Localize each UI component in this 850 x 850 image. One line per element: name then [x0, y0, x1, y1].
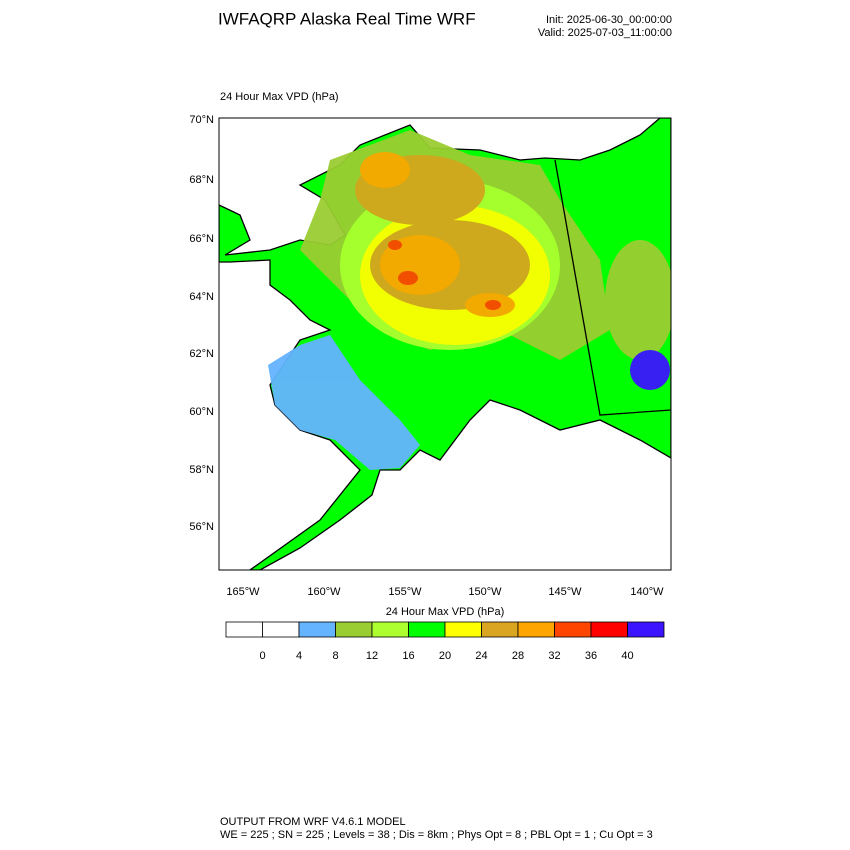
vpd-32-area	[360, 152, 410, 188]
colorbar-box	[408, 621, 446, 638]
lon-label: 165°W	[226, 586, 260, 598]
colorbar-label: 4	[296, 650, 302, 662]
lon-label: 155°W	[388, 586, 422, 598]
lat-label: 64°N	[189, 291, 214, 303]
lat-label: 62°N	[189, 348, 214, 360]
lon-label: 160°W	[307, 586, 341, 598]
map-field	[219, 118, 671, 570]
border	[554, 159, 671, 416]
footer-line: WE = 225 ; SN = 225 ; Levels = 38 ; Dis …	[220, 829, 653, 841]
lat-label: 70°N	[189, 114, 214, 126]
lon-label: 150°W	[468, 586, 502, 598]
colorbar-label: 12	[366, 650, 378, 662]
colorbar-box	[481, 621, 519, 638]
colorbar-label: 32	[548, 650, 560, 662]
colorbar-label: 8	[332, 650, 338, 662]
colorbar-box	[627, 621, 665, 638]
lat-label: 58°N	[189, 464, 214, 476]
colorbar-title: 24 Hour Max VPD (hPa)	[386, 606, 505, 618]
vpd-12-area	[605, 240, 671, 360]
lon-label: 145°W	[548, 586, 582, 598]
colorbar-label: 16	[402, 650, 414, 662]
lat-label: 60°N	[189, 406, 214, 418]
vpd-40-area	[630, 350, 670, 390]
lat-label: 56°N	[189, 521, 214, 533]
title: IWFAQRP Alaska Real Time WRF	[218, 9, 476, 28]
colorbar-box	[225, 621, 263, 638]
colorbar-label: 40	[621, 650, 633, 662]
lat-label: 68°N	[189, 174, 214, 186]
colorbar-box	[262, 621, 300, 638]
colorbar-label: 0	[259, 650, 265, 662]
map-subtitle: 24 Hour Max VPD (hPa)	[220, 91, 339, 103]
colorbar-box	[335, 621, 373, 638]
map-frame	[218, 117, 672, 571]
footer-line: OUTPUT FROM WRF V4.6.1 MODEL	[220, 816, 406, 828]
colorbar-box	[590, 621, 628, 638]
colorbar-box	[444, 621, 482, 638]
lat-label: 66°N	[189, 233, 214, 245]
init-time: Init: 2025-06-30_00:00:00	[546, 14, 672, 26]
colorbar-box	[298, 621, 336, 638]
vpd-36-area	[398, 271, 418, 285]
low-vpd-area	[268, 335, 420, 470]
colorbar-label: 36	[585, 650, 597, 662]
colorbar-box	[371, 621, 409, 638]
colorbar-label: 28	[512, 650, 524, 662]
colorbar-label: 20	[439, 650, 451, 662]
lon-label: 140°W	[630, 586, 664, 598]
colorbar-label: 24	[475, 650, 487, 662]
valid-time: Valid: 2025-07-03_11:00:00	[538, 27, 672, 39]
colorbar-box	[554, 621, 592, 638]
vpd-36-area	[485, 300, 501, 310]
vpd-36-area	[388, 240, 402, 250]
colorbar-box	[517, 621, 555, 638]
